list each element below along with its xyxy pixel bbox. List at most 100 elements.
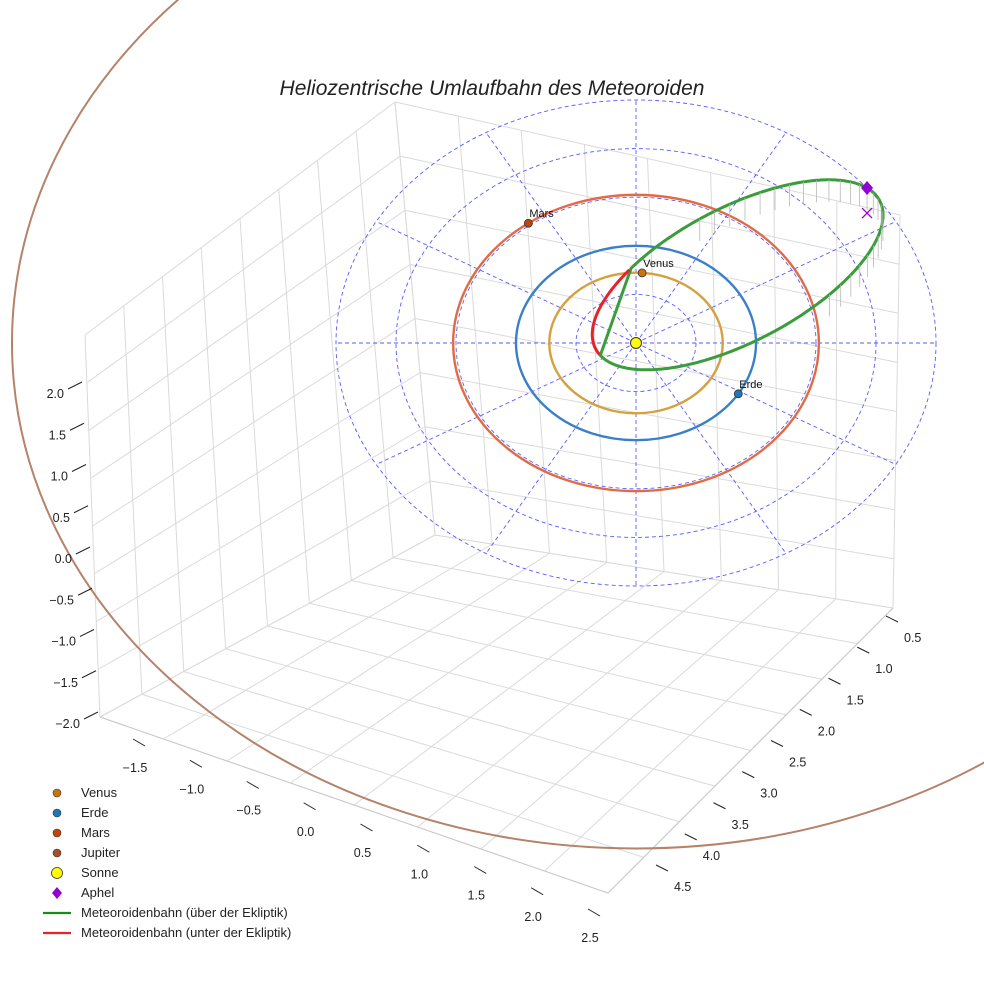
y-tick-label: 0.5 — [904, 631, 921, 645]
orbit-venus — [548, 271, 724, 415]
radial-line — [485, 132, 637, 344]
legend-symbol — [52, 887, 62, 899]
radial-line — [376, 221, 637, 344]
z-tick-label: 0.5 — [53, 511, 70, 525]
y-tick-label: 2.0 — [818, 724, 835, 738]
legend-symbol — [52, 848, 62, 858]
orbit-jupiter — [11, 0, 984, 850]
grid-line — [414, 318, 897, 412]
grid-line — [267, 625, 751, 751]
axis-edge — [99, 607, 894, 894]
z-tick-mark — [69, 422, 85, 431]
y-tick-label: 2.5 — [789, 756, 806, 770]
x-tick-label: 0.5 — [354, 846, 371, 860]
z-tick-label: 0.0 — [55, 552, 72, 566]
legend-item-erde: Erde — [38, 803, 358, 823]
z-tick-mark — [75, 546, 91, 555]
legend-label: Sonne — [81, 865, 119, 880]
y-tick-label: 1.0 — [875, 662, 892, 676]
grid-line — [480, 589, 779, 850]
y-tick-mark — [655, 864, 669, 872]
aphel-projection-marker — [861, 207, 873, 219]
aphel-marker — [861, 181, 874, 196]
z-tick-mark — [77, 587, 93, 596]
z-tick-mark — [73, 505, 89, 514]
grid-line — [92, 318, 416, 527]
y-tick-label: 4.5 — [674, 880, 691, 894]
legend-symbol — [52, 828, 62, 838]
y-tick-label: 1.5 — [847, 693, 864, 707]
grid-line — [97, 480, 431, 670]
y-tick-mark — [857, 646, 870, 654]
legend-label: Jupiter — [81, 845, 121, 860]
legend-symbol — [52, 788, 62, 798]
legend-symbol — [52, 808, 62, 818]
y-tick-mark — [885, 615, 899, 623]
grid-line — [393, 557, 858, 645]
grid-line — [399, 155, 900, 265]
grid-line — [351, 580, 822, 680]
legend-item-orbit-above: Meteoroidenbahn (über der Ekliptik) — [38, 903, 358, 923]
radial-line — [635, 342, 787, 554]
y-tick-label: 4.0 — [703, 849, 720, 863]
x-tick-mark — [246, 781, 260, 789]
planet-label-erde: Erde — [739, 379, 762, 391]
legend-item-orbit-below: Meteoroidenbahn (unter der Ekliptik) — [38, 923, 358, 943]
grid-line — [88, 209, 406, 431]
legend-item-jupiter: Jupiter — [38, 843, 358, 863]
radial-line — [376, 342, 637, 465]
planet-marker-erde — [733, 389, 743, 399]
x-tick-label: 0.0 — [297, 825, 314, 839]
legend-item-venus: Venus — [38, 783, 358, 803]
x-tick-mark — [417, 844, 430, 853]
x-tick-mark — [473, 866, 487, 874]
legend-label: Mars — [81, 825, 110, 840]
y-tick-mark — [684, 833, 697, 841]
y-tick-mark — [770, 740, 784, 747]
y-tick-mark — [713, 802, 726, 810]
axis-ticks: 2.0 1.5 1.0 0.5 0.0 −0.5 −1.0 −1.5 −2.0 −1.5 −1.0 −… — [47, 381, 921, 945]
legend: Venus Erde Mars Jupiter Sonne Aphel Mete… — [38, 783, 358, 943]
y-tick-label: 3.5 — [732, 818, 749, 832]
z-tick-label: 2.0 — [47, 387, 64, 401]
legend-label: Venus — [81, 785, 118, 800]
grid-line — [417, 580, 722, 828]
x-tick-mark — [587, 908, 601, 917]
x-tick-label: 1.0 — [411, 867, 428, 881]
x-tick-label: 1.5 — [468, 889, 485, 903]
legend-item-mars: Mars — [38, 823, 358, 843]
z-tick-mark — [81, 670, 97, 679]
axes-box — [84, 101, 901, 894]
grid-line — [95, 426, 426, 622]
grid-line — [84, 101, 396, 336]
x-tick-mark — [189, 759, 203, 768]
legend-dot — [52, 788, 62, 798]
legend-item-aphel: Aphel — [38, 883, 358, 903]
radial-line — [635, 132, 787, 344]
grid-line — [409, 263, 898, 363]
planet-label-venus: Venus — [643, 258, 674, 270]
grid-line — [86, 155, 401, 384]
radial-line — [635, 342, 896, 465]
legend-sun — [51, 867, 63, 879]
x-tick-label: −0.5 — [236, 804, 261, 818]
grid-line — [94, 372, 421, 575]
y-tick-mark — [828, 677, 841, 685]
orbit-below-ecliptic — [590, 268, 631, 356]
radial-line — [635, 221, 896, 344]
y-tick-label: 3.0 — [760, 787, 777, 801]
x-tick-mark — [132, 738, 146, 747]
x-tick-label: −1.0 — [180, 782, 205, 796]
z-tick-label: 1.5 — [49, 428, 66, 442]
legend-diamond — [52, 887, 62, 899]
legend-label: Meteoroidenbahn (unter der Ekliptik) — [81, 925, 292, 940]
legend-label: Erde — [81, 805, 109, 820]
grid-line — [419, 372, 896, 462]
z-tick-label: −0.5 — [49, 593, 74, 607]
grid-line — [394, 101, 901, 216]
legend-dot — [52, 848, 62, 858]
x-tick-label: −1.5 — [123, 761, 148, 775]
markers: Venus Erde Mars — [523, 181, 874, 399]
legend-label: Meteoroidenbahn (über der Ekliptik) — [81, 905, 288, 920]
